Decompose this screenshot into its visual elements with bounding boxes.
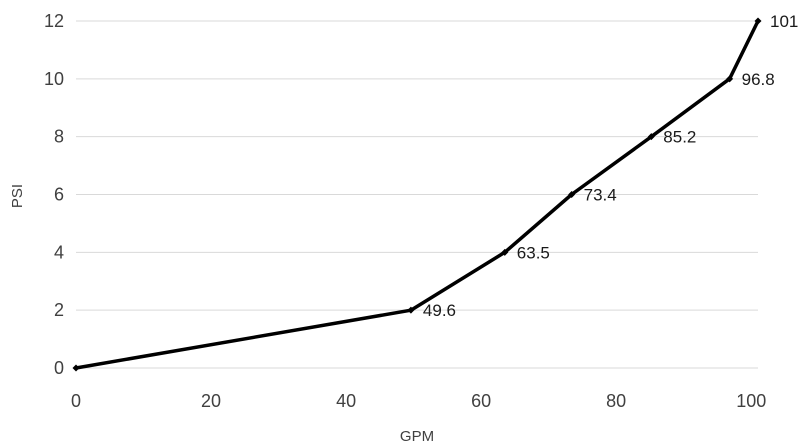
- x-tick-label: 100: [736, 391, 766, 411]
- y-axis-ticks: 0 2 4 6 8 10 12: [44, 11, 64, 378]
- data-label: 49.6: [423, 301, 456, 320]
- x-axis-ticks: 0 20 40 60 80 100: [71, 391, 766, 411]
- y-axis-title: PSI: [9, 184, 26, 208]
- data-point: [501, 248, 509, 256]
- x-tick-label: 0: [71, 391, 81, 411]
- data-point: [407, 306, 415, 314]
- x-axis-title: GPM: [400, 428, 434, 445]
- data-points: [72, 17, 762, 372]
- y-tick-label: 4: [54, 242, 64, 262]
- x-tick-label: 60: [471, 391, 491, 411]
- data-point: [647, 133, 655, 141]
- x-tick-label: 20: [201, 391, 221, 411]
- data-point: [568, 191, 576, 198]
- data-labels: 49.6 63.5 73.4 85.2 96.8 101: [423, 12, 798, 320]
- x-tick-label: 40: [336, 391, 356, 411]
- data-point: [72, 364, 80, 372]
- gridlines: [76, 20, 758, 369]
- x-tick-label: 80: [606, 391, 626, 411]
- y-tick-label: 0: [54, 358, 64, 378]
- data-label: 63.5: [517, 243, 550, 262]
- data-point: [726, 75, 734, 83]
- data-label: 101: [770, 12, 798, 31]
- y-tick-label: 12: [44, 11, 64, 31]
- y-tick-label: 8: [54, 127, 64, 147]
- y-tick-label: 6: [54, 185, 64, 205]
- data-label: 73.4: [584, 186, 617, 205]
- data-point: [754, 17, 762, 25]
- data-label: 85.2: [663, 128, 696, 147]
- y-tick-label: 10: [44, 69, 64, 89]
- data-label: 96.8: [742, 70, 775, 89]
- y-tick-label: 2: [54, 300, 64, 320]
